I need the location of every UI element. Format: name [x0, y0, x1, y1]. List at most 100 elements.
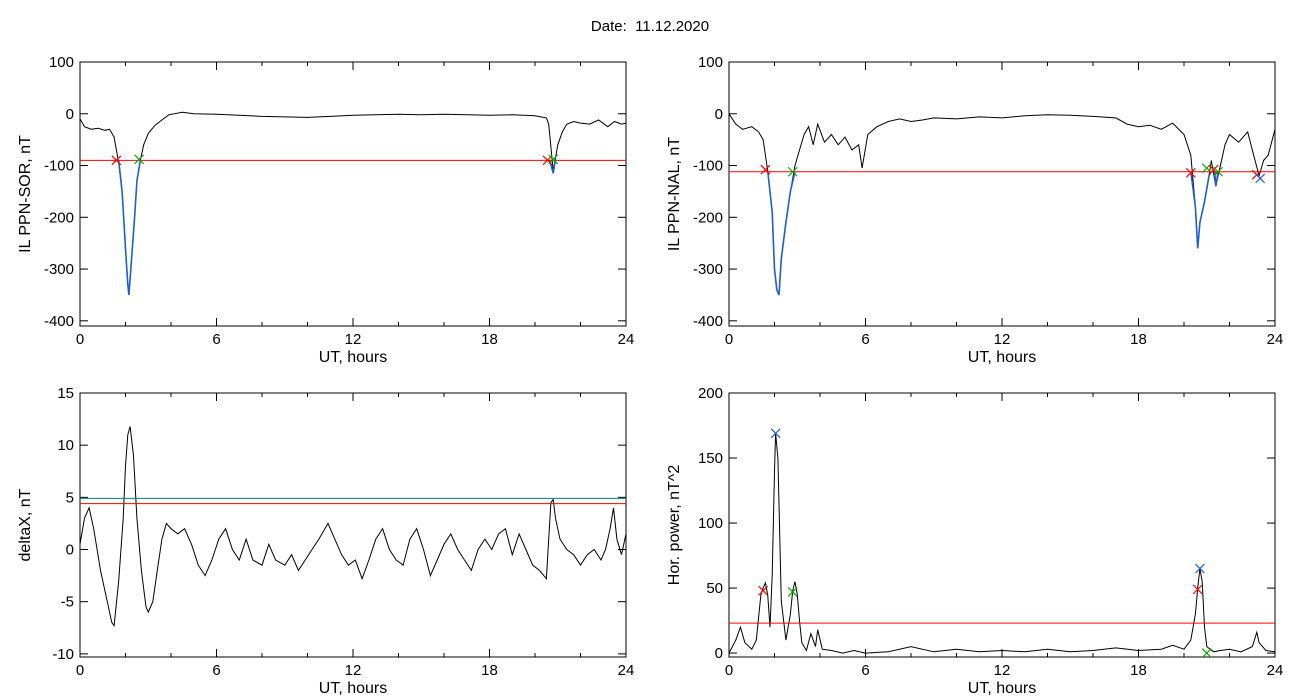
y-tick-label: -400	[693, 313, 723, 330]
x-tick-label: 0	[76, 331, 84, 348]
x-tick-label: 0	[725, 662, 733, 679]
event-marker	[1192, 584, 1203, 595]
y-axis-label: deltaX, nT	[17, 488, 34, 561]
marker-stroke	[787, 587, 798, 597]
marker-stroke	[1195, 563, 1205, 574]
event-marker	[1195, 563, 1205, 574]
panel-nal: 0 6 12 18 24 100 0 -100 -200 -300 -400 UT, hours IL …	[666, 54, 1283, 366]
panel-deltax: 0 6 12 18 24 15 10 5 0 -5 -10 UT, hours deltaX, nT	[17, 385, 634, 697]
marker-stroke	[111, 155, 122, 166]
y-tick-label: -400	[44, 313, 74, 330]
panel-sor: 0 6 12 18 24 100 0 -100 -200 -300 -400 UT, hours IL …	[17, 54, 634, 366]
data-line	[80, 111, 626, 295]
y-tick-label: -10	[52, 646, 74, 663]
marker-stroke	[1185, 167, 1196, 178]
x-tick-label: 12	[345, 662, 362, 679]
y-tick-label: 15	[57, 385, 74, 402]
y-tick-label: 100	[698, 54, 723, 71]
x-tick-label: 6	[861, 662, 869, 679]
x-tick-label: 24	[1267, 662, 1284, 679]
marker-stroke	[134, 154, 145, 165]
x-tick-label: 12	[345, 331, 362, 348]
y-tick-label: 100	[698, 515, 723, 532]
y-tick-label: -300	[44, 261, 74, 278]
y-tick-label: -5	[61, 594, 74, 611]
y-axis-label: IL PPN-NAL, nT	[666, 137, 683, 251]
x-axis-label: UT, hours	[968, 349, 1036, 366]
y-tick-label: 200	[698, 385, 723, 402]
event-marker	[758, 585, 769, 596]
marker-stroke	[1213, 166, 1224, 177]
marker-stroke	[1255, 173, 1266, 184]
x-tick-label: 6	[212, 331, 220, 348]
y-tick-label: 150	[698, 450, 723, 467]
event-segment	[1190, 171, 1213, 249]
plot-frame	[79, 61, 627, 327]
event-marker	[1201, 648, 1212, 657]
marker-stroke	[770, 428, 781, 439]
x-tick-label: 18	[1130, 662, 1147, 679]
event-segment	[117, 160, 142, 295]
x-tick-label: 24	[618, 662, 635, 679]
event-marker	[1185, 167, 1196, 178]
y-tick-label: -300	[693, 261, 723, 278]
x-axis-label: UT, hours	[319, 349, 387, 366]
event-marker	[770, 428, 781, 439]
figure-title: Date: 11.12.2020	[590, 18, 710, 35]
event-segment	[549, 159, 557, 174]
x-tick-label: 24	[1267, 331, 1284, 348]
y-tick-label: 0	[66, 106, 74, 123]
x-tick-label: 18	[481, 662, 498, 679]
x-tick-label: 12	[994, 331, 1011, 348]
y-axis-label: Hor. power, nT^2	[666, 465, 683, 586]
x-axis-label: UT, hours	[319, 680, 387, 697]
y-tick-label: 100	[49, 54, 74, 71]
marker-stroke	[1201, 648, 1212, 657]
y-tick-label: 5	[66, 489, 74, 506]
plot-frame	[79, 392, 627, 658]
y-tick-label: 0	[715, 645, 723, 662]
marker-stroke	[758, 585, 769, 596]
y-tick-label: -200	[693, 209, 723, 226]
event-marker	[548, 154, 559, 165]
plot-area	[729, 428, 1275, 657]
marker-stroke	[1208, 164, 1219, 175]
y-tick-label: 0	[715, 106, 723, 123]
event-segment	[1213, 171, 1219, 187]
plot-area	[729, 113, 1275, 296]
y-tick-label: -200	[44, 209, 74, 226]
event-marker	[111, 155, 122, 166]
x-tick-label: 18	[1130, 331, 1147, 348]
y-tick-label: 10	[57, 437, 74, 454]
data-line	[729, 113, 1275, 296]
event-marker	[134, 154, 145, 165]
marker-stroke	[787, 166, 798, 177]
marker-stroke	[548, 154, 559, 165]
event-marker	[787, 166, 798, 177]
y-tick-label: -100	[693, 158, 723, 175]
marker-stroke	[1192, 584, 1203, 595]
y-axis-label: IL PPN-SOR, nT	[17, 135, 34, 253]
y-tick-label: 50	[706, 580, 723, 597]
data-line	[729, 433, 1275, 654]
x-tick-label: 24	[618, 331, 635, 348]
event-marker	[760, 164, 771, 175]
x-tick-label: 0	[76, 662, 84, 679]
event-marker	[1255, 173, 1266, 184]
x-tick-label: 6	[212, 662, 220, 679]
x-tick-label: 18	[481, 331, 498, 348]
y-tick-label: 0	[66, 542, 74, 559]
x-axis-label: UT, hours	[968, 680, 1036, 697]
plot-area	[80, 426, 626, 628]
plot-area	[80, 111, 626, 295]
x-tick-label: 0	[725, 331, 733, 348]
y-tick-label: -100	[44, 158, 74, 175]
event-segment	[766, 170, 796, 296]
plot-frame	[728, 392, 1276, 658]
x-tick-label: 6	[861, 331, 869, 348]
event-marker	[1213, 166, 1224, 177]
data-line	[80, 426, 626, 628]
panel-power: 0 6 12 18 24 200 150 100 50 0 UT, hours Hor. power,…	[666, 385, 1283, 697]
marker-stroke	[760, 164, 771, 175]
event-marker	[787, 587, 798, 597]
